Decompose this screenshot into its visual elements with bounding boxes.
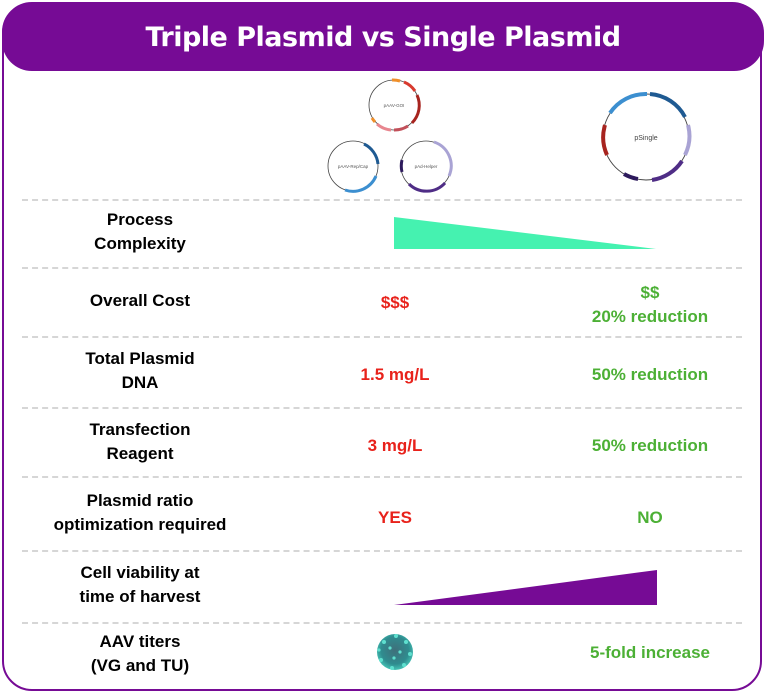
plasmid-paav-goi: pAAV-GOI [368,78,421,132]
triple-plasmid-diagrams: pAAV-GOI pAAV-Rep/Cap pAd-Helper [327,78,453,193]
plasmid-label: pAAV-Rep/Cap [338,164,369,169]
row-divider [22,267,742,269]
triple-transfection-reagent: 3 mg/L [367,436,423,455]
row-divider [22,476,742,478]
single-cost: $$ 20% reduction [591,283,709,326]
single-plasmid-dna: 50% reduction [591,365,709,384]
row-divider [22,336,742,338]
row-divider [22,407,742,409]
row-divider [22,622,742,624]
row-label-aav-titers: AAV titers (VG and TU) [90,632,190,675]
single-aav-titers: 5-fold increase [590,643,710,662]
complexity-decreasing-triangle [394,217,656,249]
triple-plasmid-dna: 1.5 mg/L [360,365,430,384]
title-banner: Triple Plasmid vs Single Plasmid [2,3,764,71]
triple-ratio-optimization: YES [377,508,413,527]
row-label-cell-viability: Cell viability at time of harvest [79,563,201,606]
row-divider [22,199,742,201]
plasmid-label: pSingle [634,135,657,142]
row-label-process-complexity: Process Complexity [94,210,186,253]
row-label-plasmid-ratio: Plasmid ratio optimization required [53,491,227,534]
single-ratio-optimization: NO [637,508,663,527]
plasmid-label: pAAV-GOI [384,103,405,108]
plasmid-pad-helper: pAd-Helper [399,140,453,193]
row-label-total-plasmid-dna: Total Plasmid DNA [85,349,195,392]
page-title: Triple Plasmid vs Single Plasmid [145,21,621,53]
row-divider [22,550,742,552]
plasmid-paav-rep-cap: pAAV-Rep/Cap [327,140,380,193]
triple-cost: $$$ [380,293,410,312]
plasmid-label: pAd-Helper [415,164,438,169]
single-plasmid-diagram: pSingle [601,91,692,182]
single-transfection-reagent: 50% reduction [591,436,709,455]
aav-virus-icon [377,634,413,670]
viability-increasing-triangle [394,570,657,605]
row-label-transfection-reagent: Transfection Reagent [89,420,191,463]
row-label-overall-cost: Overall Cost [89,291,191,310]
